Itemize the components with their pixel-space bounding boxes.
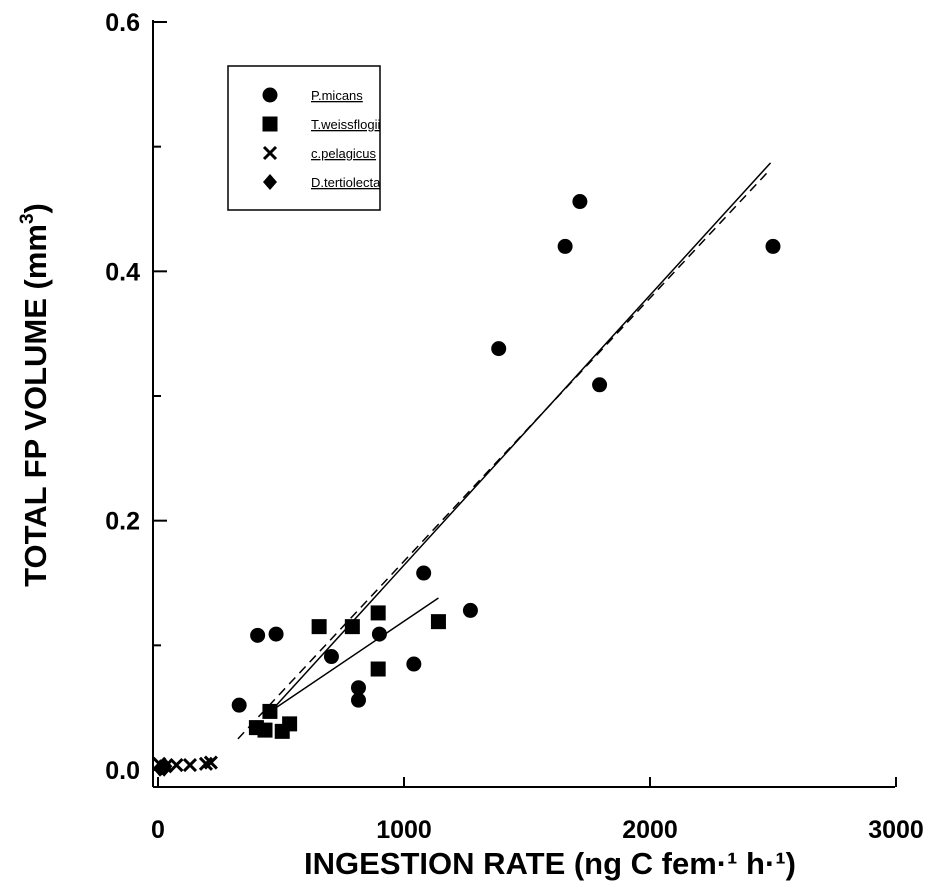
circle-point: [250, 627, 266, 643]
legend-marker-cross: [262, 145, 278, 161]
legend-label: D.tertiolecta: [311, 175, 381, 190]
circle-point: [406, 656, 422, 672]
regression-line-2: [268, 597, 439, 714]
circle-point: [572, 194, 588, 210]
circle-point: [350, 692, 366, 708]
y-tick-label: 0.4: [105, 258, 140, 286]
square-point: [311, 619, 327, 635]
y-tick-label: 0.6: [105, 9, 140, 37]
y-axis-title-end: ): [18, 203, 53, 213]
series-p-micans: [231, 194, 781, 713]
cross-stroke: [169, 757, 184, 773]
series-d-tertiolecta: [152, 758, 173, 777]
series-t-weissflogii: [248, 605, 446, 739]
axes: [152, 20, 895, 788]
circle-point: [416, 565, 432, 581]
circle-point: [462, 602, 478, 618]
x-tick-label: 1000: [376, 816, 432, 844]
legend-marker-square: [262, 116, 278, 132]
circle-point: [268, 626, 284, 642]
y-axis-title-superscript: 3: [17, 213, 38, 224]
y-axis-title: TOTAL FP VOLUME (mm3): [17, 203, 53, 587]
square-point: [430, 614, 446, 630]
legend-label: T.weissflogii: [311, 117, 380, 132]
diamond-point: [158, 758, 173, 775]
legend-label: c.pelagicus: [311, 146, 377, 161]
regression-line-3: [237, 168, 772, 740]
circle-point: [371, 626, 387, 642]
square-point: [282, 716, 298, 732]
cross-point: [203, 755, 218, 770]
fit-lines: [237, 162, 772, 740]
tick-marks: [153, 21, 897, 787]
legend-box: [227, 65, 381, 211]
circle-point: [765, 238, 781, 254]
legend: P.micans T.weissflogii c.pelagicus D.tertio…: [227, 65, 381, 211]
x-tick-label: 2000: [622, 816, 678, 844]
circle-point: [491, 341, 507, 357]
square-point: [370, 605, 386, 621]
square-point: [344, 619, 360, 635]
legend-label: P.micans: [311, 88, 363, 103]
cross-point: [169, 757, 184, 773]
square-point: [370, 661, 386, 677]
square-point: [257, 722, 273, 738]
cross-stroke: [203, 755, 218, 770]
circle-point: [592, 377, 608, 393]
y-tick-label: 0.0: [105, 757, 140, 785]
circle-point: [350, 680, 366, 696]
cross-stroke: [182, 757, 198, 773]
circle-point: [231, 697, 247, 713]
y-tick-label: 0.2: [105, 508, 140, 536]
legend-items: P.micans T.weissflogii c.pelagicus D.tertio…: [262, 87, 381, 190]
y-axis-title-main: TOTAL FP VOLUME (mm: [18, 224, 53, 587]
x-tick-label: 3000: [868, 816, 924, 844]
x-axis-title: INGESTION RATE (ng C fem·¹ h·¹): [304, 846, 796, 881]
tick-labels: 0 1000 2000 3000 0.0 0.2 0.4 0.6: [105, 9, 924, 844]
cross-point: [182, 757, 198, 773]
data-points: [152, 194, 781, 777]
circle-point: [557, 238, 573, 254]
circle-point: [323, 649, 339, 665]
cross-stroke: [262, 145, 278, 161]
legend-marker-diamond: [263, 174, 277, 190]
legend-marker-circle: [262, 87, 278, 103]
square-point: [262, 703, 278, 719]
x-tick-label: 0: [151, 816, 165, 844]
